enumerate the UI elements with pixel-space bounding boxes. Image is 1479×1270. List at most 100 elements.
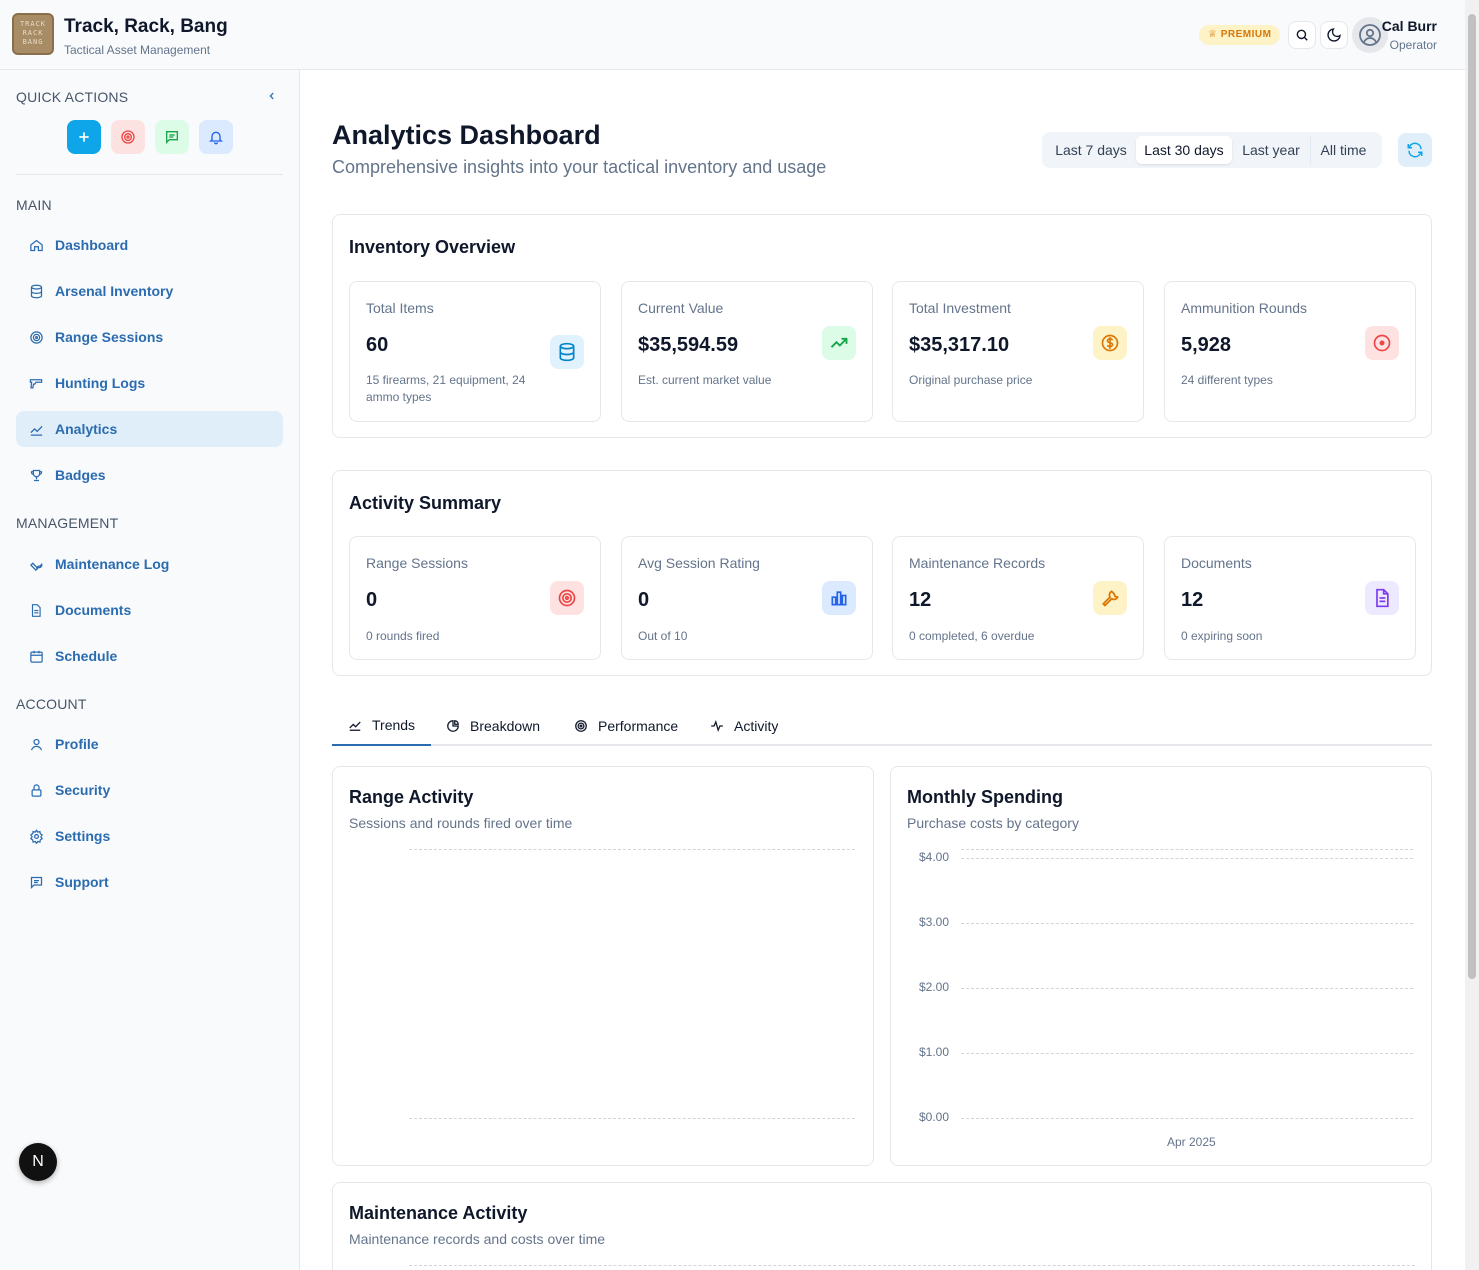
stat-value: 12 [1181, 589, 1204, 611]
sidebar-item-label: Schedule [55, 648, 118, 664]
sidebar-item-settings[interactable]: Settings [16, 818, 283, 854]
sidebar-item-dashboard[interactable]: Dashboard [16, 227, 283, 263]
sidebar-item-range-sessions[interactable]: Range Sessions [16, 319, 283, 355]
chart-subtitle: Purchase costs by category [907, 815, 1079, 831]
inventory-overview-panel: Inventory Overview Total Items 60 15 fir… [332, 214, 1432, 438]
user-circle-icon [1359, 24, 1381, 46]
target-icon [28, 329, 44, 345]
trending-up-icon [822, 326, 856, 360]
sidebar-item-badges[interactable]: Badges [16, 457, 283, 493]
tab-label: Performance [598, 718, 679, 734]
bar-chart-icon [822, 581, 856, 615]
sidebar-item-documents[interactable]: Documents [16, 592, 283, 628]
date-range-selector: Last 7 days Last 30 days Last year All t… [1042, 132, 1382, 168]
sidebar: QUICK ACTIONS MAIN Dashboard Arsenal Inv… [0, 70, 300, 1270]
sidebar-item-label: Range Sessions [55, 329, 164, 345]
range-last-year[interactable]: Last year [1242, 142, 1300, 158]
tab-trends[interactable]: Trends [332, 706, 432, 746]
sidebar-item-schedule[interactable]: Schedule [16, 638, 283, 674]
stat-maintenance-records: Maintenance Records 12 0 completed, 6 ov… [892, 536, 1144, 660]
app-header: TRACK RACK BANG Track, Rack, Bang Tactical… [0, 0, 1465, 70]
dev-tools-badge[interactable]: N [19, 1143, 57, 1181]
stat-label: Ammunition Rounds [1181, 300, 1308, 316]
chat-icon [28, 874, 44, 890]
sidebar-item-label: Security [55, 782, 111, 798]
app-logo[interactable]: TRACK RACK BANG [12, 13, 54, 55]
stat-value: 12 [909, 589, 932, 611]
stat-value: 60 [366, 334, 389, 356]
range-last-30-days[interactable]: Last 30 days [1136, 136, 1232, 164]
sidebar-item-label: Documents [55, 602, 132, 618]
sidebar-item-arsenal-inventory[interactable]: Arsenal Inventory [16, 273, 283, 309]
stat-note: Original purchase price [909, 373, 1033, 387]
sidebar-item-label: Profile [55, 736, 99, 752]
stat-label: Range Sessions [366, 555, 468, 571]
wrench-icon [28, 556, 44, 572]
management-section-title: MANAGEMENT [16, 515, 119, 531]
quick-range-button[interactable] [111, 120, 145, 154]
target-icon [121, 130, 135, 144]
page-scrollbar[interactable] [1465, 0, 1479, 1270]
user-role: Operator [1389, 38, 1437, 52]
stat-documents: Documents 12 0 expiring soon [1164, 536, 1416, 660]
sidebar-item-label: Maintenance Log [55, 556, 170, 572]
quick-add-button[interactable] [67, 120, 101, 154]
tab-label: Activity [734, 718, 779, 734]
stat-note: 15 firearms, 21 equipment, 24 ammo types [366, 373, 526, 404]
user-name[interactable]: Cal Burr [1381, 18, 1437, 34]
target-icon [550, 581, 584, 615]
avatar[interactable] [1352, 17, 1388, 53]
sidebar-item-maintenance-log[interactable]: Maintenance Log [16, 546, 283, 582]
lock-icon [28, 782, 44, 798]
range-all-time[interactable]: All time [1310, 136, 1376, 164]
scrollbar-thumb[interactable] [1468, 14, 1476, 979]
chart-subtitle: Sessions and rounds fired over time [349, 815, 573, 831]
tab-activity[interactable]: Activity [710, 706, 778, 746]
range-activity-card: Range Activity Sessions and rounds fired… [332, 766, 874, 1166]
document-icon [1365, 581, 1399, 615]
tab-performance[interactable]: Performance [574, 706, 678, 746]
maintenance-activity-card: Maintenance Activity Maintenance records… [332, 1182, 1432, 1270]
sidebar-item-security[interactable]: Security [16, 772, 283, 808]
sidebar-item-analytics[interactable]: Analytics [16, 411, 283, 447]
chart-gridline [409, 1265, 1415, 1266]
stat-label: Total Items [366, 300, 434, 316]
quick-notifications-button[interactable] [199, 120, 233, 154]
y-tick-label: $3.00 [918, 915, 949, 929]
app-title: Track, Rack, Bang [64, 16, 228, 37]
sidebar-item-profile[interactable]: Profile [16, 726, 283, 762]
collapse-sidebar-button[interactable] [264, 88, 280, 104]
sidebar-item-hunting-logs[interactable]: Hunting Logs [16, 365, 283, 401]
gun-icon [28, 375, 44, 391]
page-title: Analytics Dashboard [332, 120, 601, 150]
bell-icon [209, 131, 223, 145]
chart-gridline [409, 849, 855, 850]
y-tick-label: $2.00 [918, 980, 949, 994]
main-section-title: MAIN [16, 197, 52, 213]
stat-value: $35,317.10 [909, 334, 1010, 356]
stat-label: Current Value [638, 300, 724, 316]
stat-label: Maintenance Records [909, 555, 1046, 571]
dollar-icon [1093, 326, 1127, 360]
quick-message-button[interactable] [155, 120, 189, 154]
refresh-button[interactable] [1398, 133, 1432, 167]
sidebar-item-support[interactable]: Support [16, 864, 283, 900]
theme-toggle-button[interactable] [1320, 21, 1348, 49]
sidebar-divider [16, 174, 283, 175]
stat-value: 0 [638, 589, 650, 611]
chart-subtitle: Maintenance records and costs over time [349, 1231, 606, 1247]
sidebar-item-label: Arsenal Inventory [55, 283, 174, 299]
trend-chart-icon [28, 421, 44, 437]
account-section-title: ACCOUNT [16, 696, 87, 712]
chart-title: Maintenance Activity [349, 1203, 528, 1223]
range-last-7-days[interactable]: Last 7 days [1055, 142, 1127, 158]
tab-breakdown[interactable]: Breakdown [446, 706, 540, 746]
stat-note: 0 expiring soon [1181, 629, 1263, 643]
search-button[interactable] [1288, 21, 1316, 49]
home-icon [28, 237, 44, 253]
chart-gridline [961, 1053, 1413, 1054]
analytics-tabs: Trends Breakdown Performance Activity [332, 706, 1432, 746]
target-icon [574, 719, 588, 733]
app-subtitle: Tactical Asset Management [64, 43, 211, 57]
document-icon [28, 602, 44, 618]
